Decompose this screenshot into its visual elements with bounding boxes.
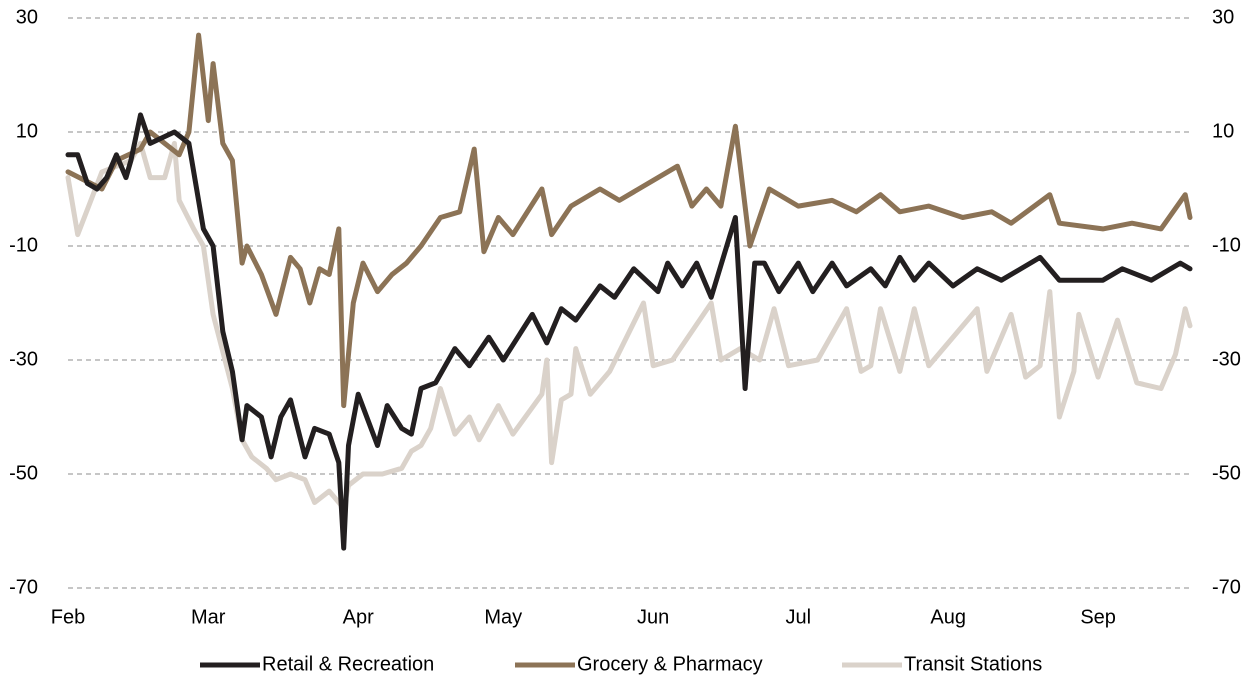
y2-tick-label: 30 — [1212, 6, 1234, 28]
series-line — [65, 32, 1193, 409]
x-tick-label: Feb — [51, 606, 85, 628]
x-tick-label: Sep — [1080, 606, 1116, 628]
y2-tick-label: -50 — [1212, 462, 1241, 484]
y-tick-label: -50 — [9, 462, 38, 484]
y-tick-label: 10 — [16, 120, 38, 142]
y-tick-label: -70 — [9, 576, 38, 598]
y2-tick-label: -30 — [1212, 348, 1241, 370]
y-tick-label: -30 — [9, 348, 38, 370]
legend-label: Transit Stations — [904, 653, 1042, 675]
legend-label: Grocery & Pharmacy — [577, 653, 763, 675]
y2-tick-label: 10 — [1212, 120, 1234, 142]
y-tick-label: 30 — [16, 6, 38, 28]
y-tick-label: -10 — [9, 234, 38, 256]
y2-tick-label: -10 — [1212, 234, 1241, 256]
x-tick-label: Mar — [191, 606, 226, 628]
y2-tick-label: -70 — [1212, 576, 1241, 598]
series-line — [65, 112, 1193, 551]
x-tick-label: Apr — [343, 606, 374, 628]
x-tick-label: Jun — [637, 606, 669, 628]
x-tick-label: May — [484, 606, 522, 628]
x-tick-label: Aug — [930, 606, 966, 628]
x-tick-label: Jul — [785, 606, 811, 628]
legend-label: Retail & Recreation — [262, 653, 434, 675]
